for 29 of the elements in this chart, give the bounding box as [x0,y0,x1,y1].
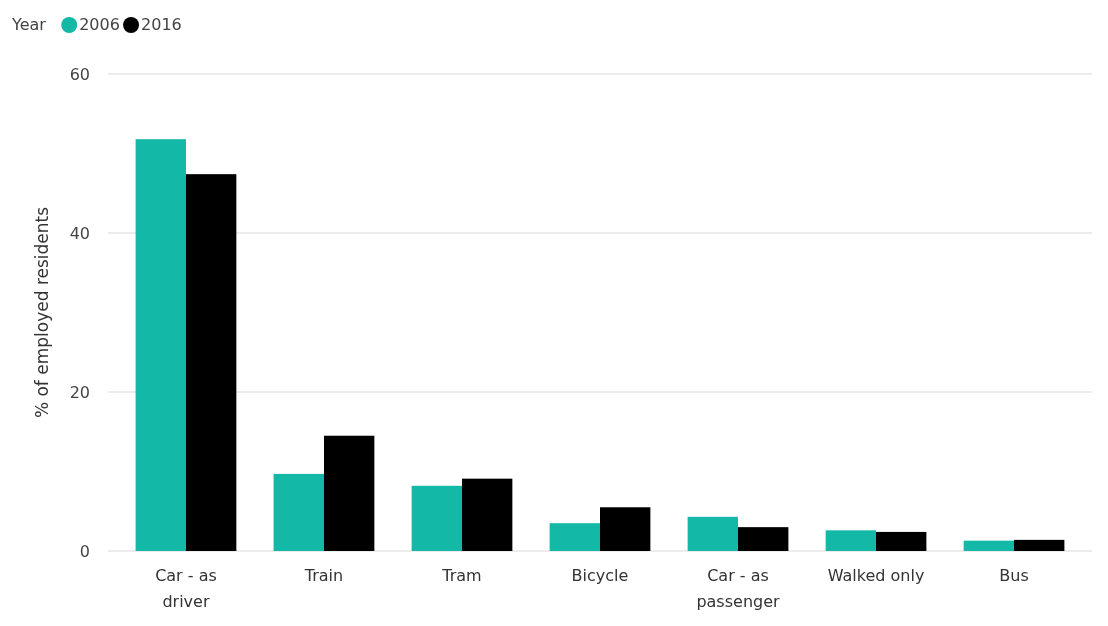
x-tick-label: Bicycle [571,566,629,585]
x-tick-label: Tram [441,566,482,585]
legend-title: Year [11,15,47,34]
bar [411,485,462,551]
bar [825,530,877,551]
bar [135,139,186,551]
bar [461,478,513,551]
x-tick-label: Car - as driver [155,566,217,611]
bar [323,435,375,551]
x-tick-label: Car - as passenger [696,566,781,611]
y-axis-title: % of employed residents [32,206,52,419]
bar [273,473,324,551]
x-tick-label: Walked only [827,566,925,585]
bar [185,174,237,551]
bar [876,531,927,551]
y-tick-label: 20 [69,382,90,402]
bar [687,516,739,551]
bar [549,523,600,551]
x-tick-label: Train [303,566,344,585]
bar [1014,539,1065,551]
y-tick-label: 40 [69,223,90,243]
legend-label: 2016 [141,15,182,34]
bar [738,527,789,551]
y-tick-label: 60 [69,64,90,84]
bar [600,507,651,551]
x-tick-label: Bus [999,566,1029,585]
bar [963,540,1015,551]
y-tick-label: 0 [79,541,90,561]
legend-label: 2006 [79,15,120,34]
